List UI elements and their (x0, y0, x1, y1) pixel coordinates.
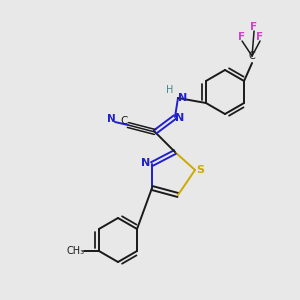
Text: CH₃: CH₃ (67, 246, 85, 256)
Text: F: F (250, 22, 258, 32)
Text: N: N (176, 113, 184, 123)
Text: C: C (249, 51, 255, 61)
Text: N: N (106, 114, 116, 124)
Text: N: N (141, 158, 151, 168)
Text: N: N (178, 93, 188, 103)
Text: F: F (256, 32, 264, 42)
Text: H: H (166, 85, 174, 95)
Text: F: F (238, 32, 246, 42)
Text: C: C (120, 116, 128, 126)
Text: S: S (196, 165, 204, 175)
